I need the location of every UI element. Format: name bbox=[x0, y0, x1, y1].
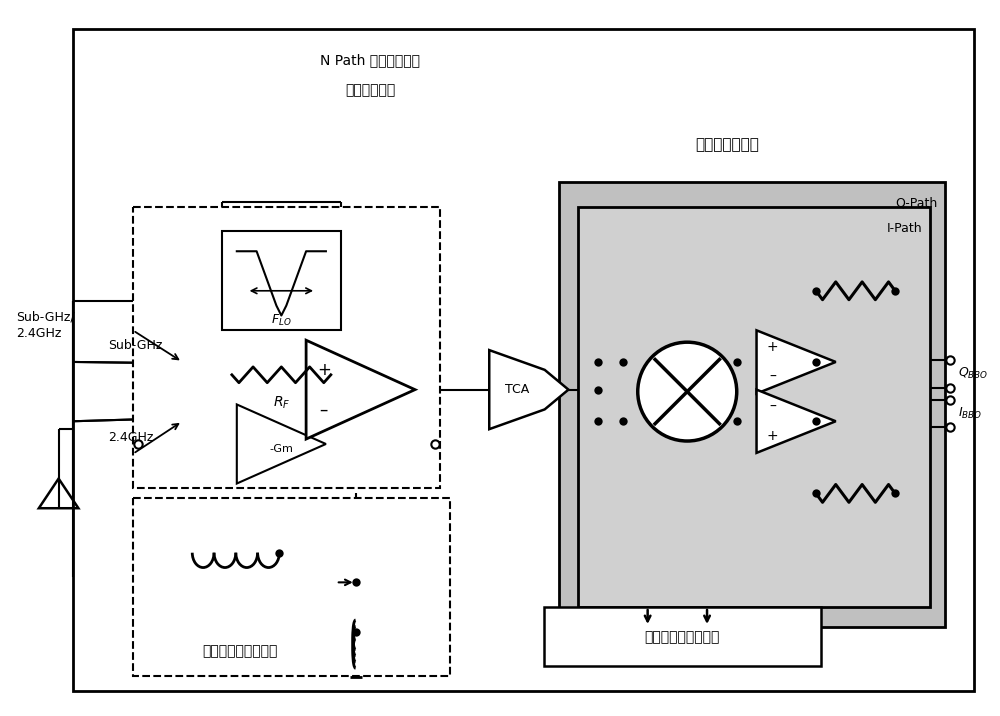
Text: Sub-GHz/
2.4GHz: Sub-GHz/ 2.4GHz bbox=[16, 311, 75, 339]
Text: 低噪声放大器: 低噪声放大器 bbox=[345, 83, 396, 97]
Text: N Path 陷波滤波反馈: N Path 陷波滤波反馈 bbox=[320, 54, 420, 67]
Bar bbox=[133, 498, 450, 676]
Text: –: – bbox=[320, 400, 328, 418]
Bar bbox=[559, 182, 945, 626]
Text: +: + bbox=[317, 361, 331, 379]
Text: 源简并低噪声放大器: 源简并低噪声放大器 bbox=[202, 644, 278, 659]
Polygon shape bbox=[489, 350, 568, 429]
Text: -Gm: -Gm bbox=[269, 444, 293, 454]
Text: I-Path: I-Path bbox=[887, 222, 923, 235]
Text: $R_F$: $R_F$ bbox=[273, 395, 290, 411]
Polygon shape bbox=[237, 405, 326, 483]
Polygon shape bbox=[757, 330, 836, 394]
Polygon shape bbox=[306, 340, 415, 439]
Bar bbox=[222, 231, 341, 330]
Text: $Q_{BBO}$: $Q_{BBO}$ bbox=[958, 367, 988, 382]
Text: $I_{BBO}$: $I_{BBO}$ bbox=[958, 406, 982, 421]
Bar bbox=[544, 607, 821, 667]
Bar bbox=[578, 207, 930, 607]
Text: +: + bbox=[767, 340, 778, 354]
Text: +: + bbox=[767, 429, 778, 443]
Text: Sub-GHz: Sub-GHz bbox=[108, 339, 162, 352]
Polygon shape bbox=[757, 390, 836, 453]
Text: –: – bbox=[769, 369, 776, 384]
Text: –: – bbox=[769, 400, 776, 413]
Text: Q-Path: Q-Path bbox=[895, 197, 938, 210]
Text: 2.4GHz: 2.4GHz bbox=[108, 431, 153, 444]
Bar bbox=[133, 207, 440, 488]
Text: $F_{LO}$: $F_{LO}$ bbox=[271, 313, 292, 328]
Circle shape bbox=[638, 342, 737, 441]
Text: 多相本振信号驱动器: 多相本振信号驱动器 bbox=[645, 629, 720, 644]
Text: 电流复用混频器: 电流复用混频器 bbox=[695, 137, 759, 153]
Text: TCA: TCA bbox=[505, 383, 529, 396]
